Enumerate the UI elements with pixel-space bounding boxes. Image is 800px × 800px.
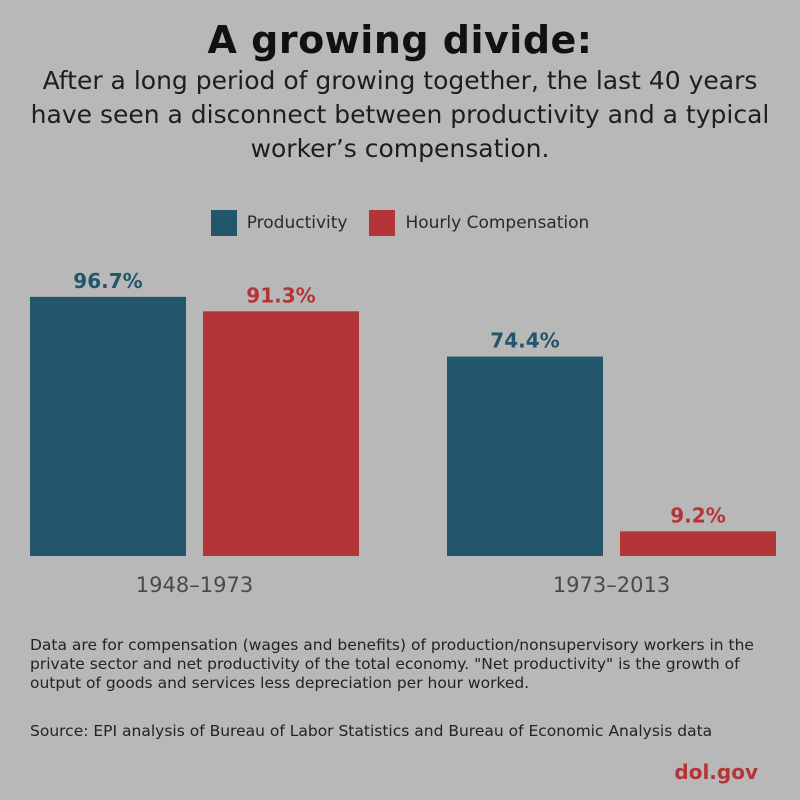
data-label-compensation-0: 91.3%: [246, 283, 315, 307]
source-note: Source: EPI analysis of Bureau of Labor …: [30, 722, 713, 740]
legend-swatch-productivity: [210, 210, 237, 236]
chart-title: A growing divide:: [207, 18, 593, 62]
legend-item-compensation: Hourly Compensation: [369, 210, 589, 236]
legend: Productivity Hourly Compensation: [0, 210, 800, 236]
data-label-productivity-1: 74.4%: [490, 329, 559, 353]
bar-compensation-0: [203, 311, 359, 556]
legend-item-productivity: Productivity: [210, 210, 348, 236]
brand-logo-text: dol.gov: [674, 760, 758, 784]
bar-chart: 96.7% 91.3% 1948–1973 74.4% 9.2% 1973–2013: [30, 269, 776, 597]
legend-swatch-compensation: [369, 210, 396, 236]
legend-label-productivity: Productivity: [246, 213, 348, 233]
x-tick-label-1: 1973–2013: [553, 573, 670, 597]
bar-productivity-0: [30, 296, 186, 556]
legend-label-compensation: Hourly Compensation: [405, 213, 590, 233]
x-tick-label-0: 1948–1973: [136, 573, 253, 597]
bar-compensation-1: [620, 531, 776, 556]
data-label-compensation-1: 9.2%: [670, 503, 725, 527]
footnote: Data are for compensation (wages and ben…: [30, 636, 754, 692]
chart-subtitle: After a long period of growing together,…: [30, 66, 770, 163]
data-label-productivity-0: 96.7%: [73, 269, 142, 293]
bar-productivity-1: [447, 356, 603, 556]
